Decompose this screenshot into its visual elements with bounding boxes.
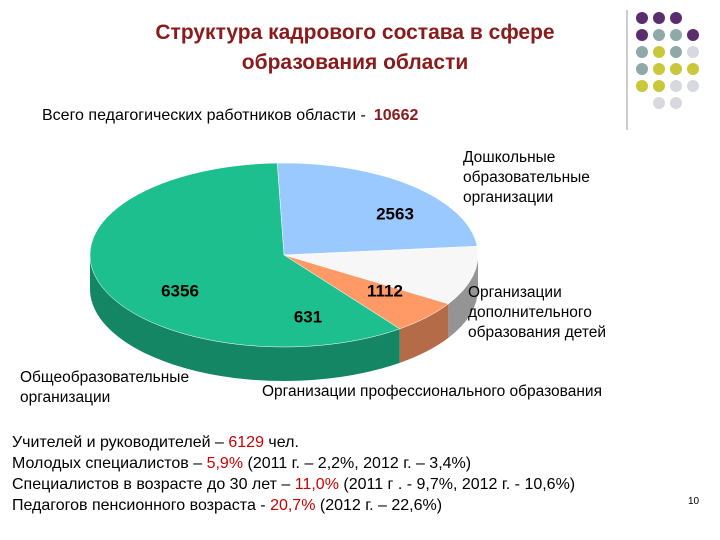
note-text: (2011 г. – 2,2%, 2012 г. – 3,4%) [243, 455, 472, 472]
note-line: Педагогов пенсионного возраста - 20,7% (… [12, 495, 575, 516]
chart-title: Структура кадрового состава в сфере обра… [155, 21, 555, 74]
note-text: чел. [263, 434, 299, 451]
slice [283, 245, 479, 305]
category-label: Общеобразовательные организации [20, 369, 190, 406]
category-label: Дошкольные образовательные организации [463, 149, 590, 206]
note-text: Учителей и руководителей – [12, 434, 229, 451]
category-label: Организации дополнительного образования … [468, 284, 607, 341]
slice-side [399, 303, 449, 363]
slice-side [89, 255, 400, 382]
note-text: Педагогов пенсионного возраста - [12, 497, 271, 514]
subtitle-text: Всего педагогических работников области … [42, 107, 366, 124]
note-line: Специалистов в возрасте до 30 лет – 11,0… [12, 474, 575, 495]
note-highlight: 5,9% [206, 455, 244, 472]
category-label: Организации профессионального образовани… [262, 383, 602, 400]
note-line: Молодых специалистов – 5,9% (2011 г. – 2… [12, 453, 575, 474]
note-highlight: 20,7% [270, 497, 316, 514]
value-label: 6356 [161, 281, 199, 300]
value-label: 631 [294, 307, 322, 326]
slice [276, 162, 478, 256]
note-text: Молодых специалистов – [12, 455, 207, 472]
slice [89, 162, 401, 348]
note-line: Учителей и руководителей – 6129 чел. [12, 432, 575, 453]
slice-side [448, 255, 478, 338]
note-text: (2011 г . - 9,7%, 2012 г. - 10,6%) [338, 476, 576, 493]
note-text: Специалистов в возрасте до 30 лет – [12, 476, 295, 493]
note-text: (2012 г. – 22,6%) [315, 497, 443, 514]
note-highlight: 11,0% [294, 476, 339, 493]
slide-number: 10 [688, 496, 700, 507]
note-highlight: 6129 [228, 434, 264, 451]
decor-dots [636, 12, 699, 109]
value-label: 2563 [376, 204, 414, 223]
subtitle: Всего педагогических работников области … [42, 107, 418, 125]
notes: Учителей и руководителей – 6129 чел. Моло… [12, 432, 575, 516]
total: 10662 [373, 107, 419, 124]
value-label: 1112 [367, 281, 403, 300]
